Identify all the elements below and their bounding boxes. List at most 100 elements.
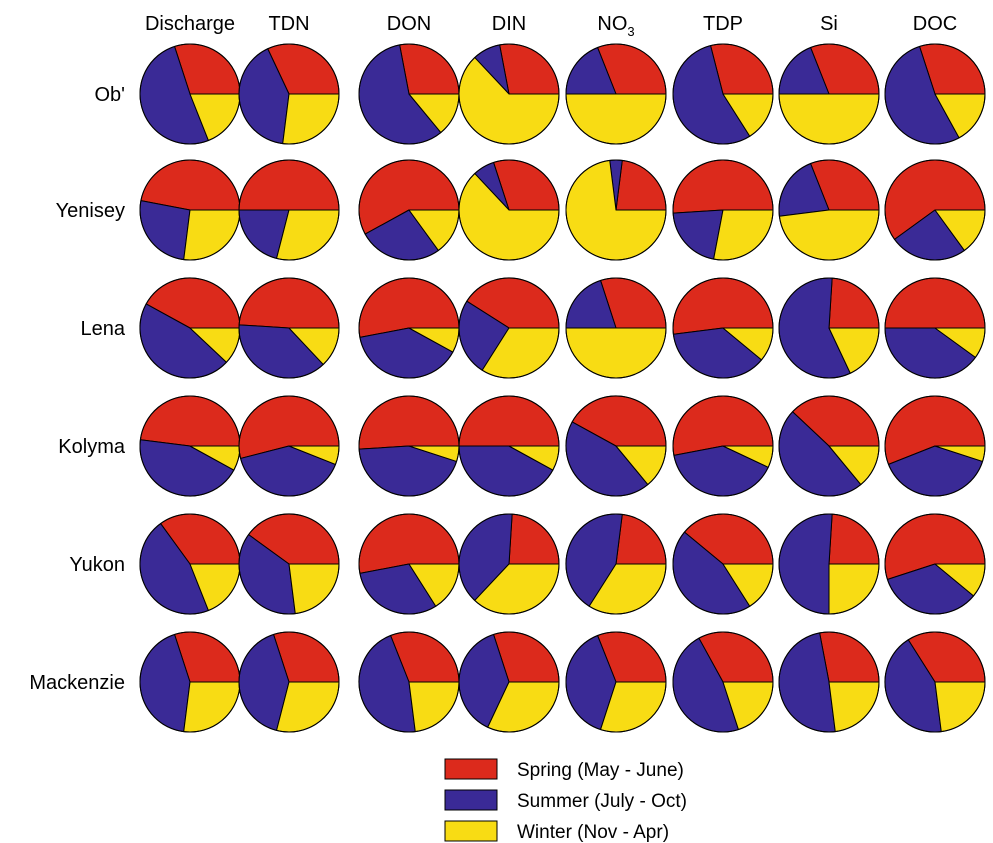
winter-slice xyxy=(828,681,880,733)
pie xyxy=(139,159,241,261)
pie-outline xyxy=(238,395,340,497)
pie xyxy=(139,277,241,379)
column-label: TDN xyxy=(268,13,309,35)
spring-slice xyxy=(358,395,460,450)
pie-outline xyxy=(565,159,667,261)
pie-outline xyxy=(565,43,667,145)
legend-swatch xyxy=(444,820,498,842)
pie xyxy=(238,513,340,615)
column-label: NO3 xyxy=(597,13,634,39)
pie xyxy=(672,277,774,379)
pie xyxy=(358,395,460,497)
row-label: Yukon xyxy=(69,554,125,576)
pie xyxy=(672,395,774,497)
pie xyxy=(884,631,986,733)
pie xyxy=(672,513,774,615)
pie xyxy=(884,43,986,145)
pie xyxy=(778,395,880,497)
winter-slice xyxy=(934,681,986,733)
pie xyxy=(672,631,774,733)
pie xyxy=(458,513,560,615)
pie-outline xyxy=(565,631,667,733)
spring-slice xyxy=(508,513,560,565)
pie-outline xyxy=(884,631,986,733)
column-label: Si xyxy=(820,13,838,35)
column-label-subscript: 3 xyxy=(627,24,634,39)
pie-outline xyxy=(672,395,774,497)
spring-slice xyxy=(499,43,560,95)
winter-slice xyxy=(408,681,460,733)
pie xyxy=(672,159,774,261)
pie xyxy=(358,277,460,379)
pie xyxy=(778,159,880,261)
spring-slice xyxy=(140,159,241,211)
pie-outline xyxy=(778,43,880,145)
pie-outline xyxy=(565,277,667,379)
pie-outline xyxy=(672,513,774,615)
pie-outline xyxy=(458,43,560,145)
pie xyxy=(565,513,667,615)
pie-outline xyxy=(778,631,880,733)
winter-slice xyxy=(183,681,241,733)
pie-outline xyxy=(238,159,340,261)
pie xyxy=(565,631,667,733)
pie-outline xyxy=(884,395,986,497)
pie-outline xyxy=(458,159,560,261)
pie xyxy=(565,395,667,497)
pie xyxy=(565,159,667,261)
winter-slice xyxy=(282,93,340,145)
pie xyxy=(238,277,340,379)
pie xyxy=(139,513,241,615)
column-label: Discharge xyxy=(145,13,235,35)
spring-slice xyxy=(828,513,880,565)
winter-slice xyxy=(565,93,667,145)
spring-slice xyxy=(828,277,880,329)
pie-outline xyxy=(884,159,986,261)
pie xyxy=(139,395,241,497)
spring-slice xyxy=(615,159,667,211)
spring-slice xyxy=(672,159,774,214)
pie-outline xyxy=(884,513,986,615)
pie-outline xyxy=(238,513,340,615)
pie-outline xyxy=(238,631,340,733)
pie xyxy=(672,43,774,145)
pie xyxy=(358,631,460,733)
pie xyxy=(565,43,667,145)
pie-outline xyxy=(778,395,880,497)
pie xyxy=(238,631,340,733)
spring-slice xyxy=(139,395,241,447)
pie-outline xyxy=(884,43,986,145)
row-labels: Ob' Yenisey Lena Kolyma Yukon Mackenzie xyxy=(29,84,125,694)
winter-slice xyxy=(778,93,880,145)
pie xyxy=(139,43,241,145)
pie xyxy=(458,43,560,145)
column-label: DIN xyxy=(492,13,526,35)
spring-slice xyxy=(399,43,460,95)
legend-label: Winter (Nov - Apr) xyxy=(517,822,669,843)
row-label: Ob' xyxy=(95,84,126,106)
pie xyxy=(238,395,340,497)
row-label: Lena xyxy=(81,318,126,340)
legend-swatch xyxy=(444,789,498,811)
row-label: Kolyma xyxy=(58,436,126,458)
pie-outline xyxy=(672,43,774,145)
pie xyxy=(458,277,560,379)
winter-slice xyxy=(828,563,880,615)
pie-outline xyxy=(672,277,774,379)
pie-outline xyxy=(884,277,986,379)
legend-label: Spring (May - June) xyxy=(517,760,684,781)
spring-slice xyxy=(819,631,880,683)
spring-slice xyxy=(458,395,560,447)
pie-outline xyxy=(238,277,340,379)
legend-swatch xyxy=(444,758,498,780)
summer-slice xyxy=(139,200,191,261)
summer-slice xyxy=(778,513,833,615)
column-label: DON xyxy=(387,13,431,35)
pie-outline xyxy=(778,277,880,379)
pie-outline xyxy=(672,159,774,261)
column-label: DOC xyxy=(913,13,957,35)
spring-slice xyxy=(884,277,986,329)
pie xyxy=(358,159,460,261)
pie xyxy=(778,631,880,733)
